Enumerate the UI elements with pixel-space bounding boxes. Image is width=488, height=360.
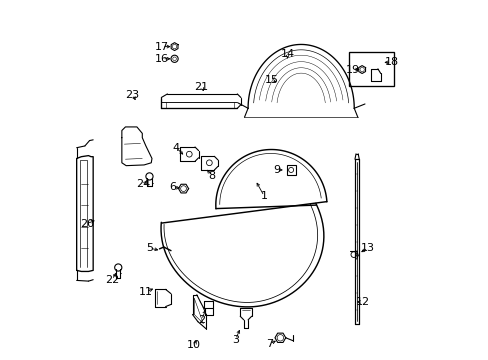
Text: 17: 17	[155, 42, 169, 51]
Text: 20: 20	[80, 219, 94, 229]
Text: 19: 19	[345, 64, 359, 75]
Bar	[286, 165, 295, 175]
Text: 8: 8	[208, 171, 215, 181]
Text: 21: 21	[194, 82, 208, 92]
Text: 7: 7	[265, 339, 273, 349]
Text: 9: 9	[273, 165, 280, 175]
Bar	[348, 52, 393, 86]
Text: 18: 18	[384, 57, 398, 67]
Text: 14: 14	[280, 49, 294, 59]
Text: 1: 1	[260, 191, 267, 201]
Text: 16: 16	[155, 54, 169, 64]
Text: 15: 15	[264, 75, 278, 85]
Text: 2: 2	[198, 315, 204, 325]
Text: 23: 23	[125, 90, 140, 100]
Text: 3: 3	[232, 334, 239, 345]
Text: 5: 5	[146, 243, 153, 253]
Text: 6: 6	[169, 182, 176, 192]
Text: 4: 4	[172, 143, 180, 153]
Text: 10: 10	[187, 340, 201, 350]
Text: 22: 22	[104, 275, 119, 285]
Text: 24: 24	[136, 179, 150, 189]
Text: 11: 11	[139, 287, 153, 297]
Text: 12: 12	[355, 297, 369, 307]
Text: 13: 13	[361, 243, 374, 253]
